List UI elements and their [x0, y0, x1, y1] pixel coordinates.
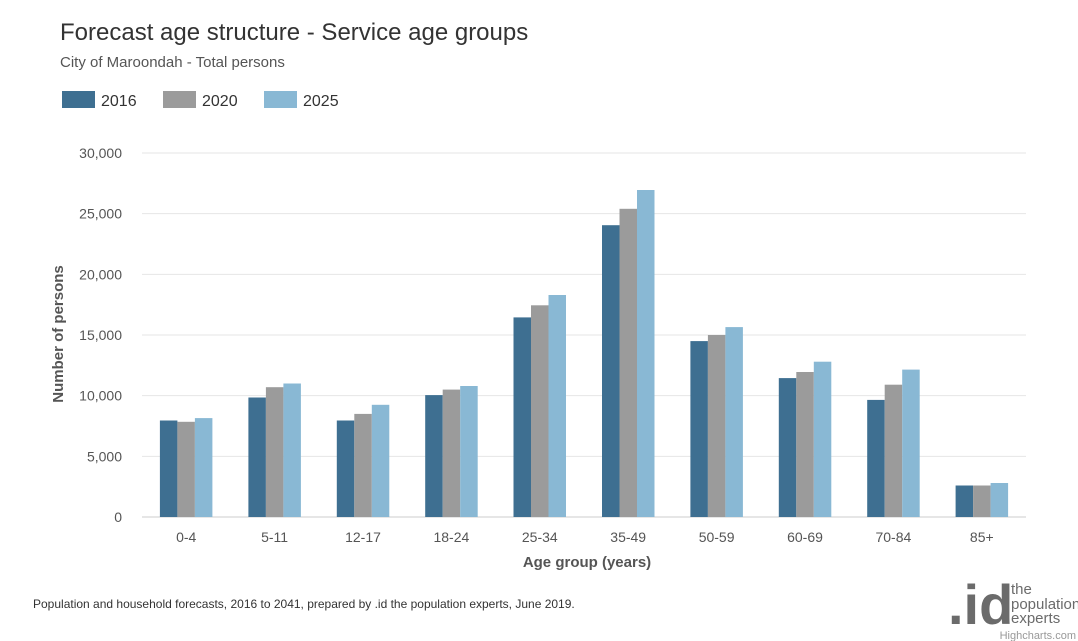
bar-2020-5-11[interactable] — [265, 387, 284, 517]
bar-2020-50-59[interactable] — [707, 335, 726, 517]
bars — [159, 190, 1009, 518]
y-tick-label: 15,000 — [79, 327, 122, 343]
highcharts-credits[interactable]: Highcharts.com — [1000, 630, 1076, 641]
logo-mark: .id — [948, 573, 1013, 636]
legend: 2016 2020 2025 — [62, 91, 339, 110]
bar-2016-60-69[interactable] — [778, 378, 797, 517]
bar-2025-70-84[interactable] — [902, 369, 920, 517]
bar-2020-35-49[interactable] — [619, 208, 638, 518]
x-axis-title: Age group (years) — [523, 554, 651, 571]
chart-subtitle: City of Maroondah - Total persons — [60, 54, 285, 71]
id-logo: .id the population experts — [948, 573, 1078, 636]
x-tick-label: 12-17 — [345, 529, 381, 545]
y-tick-label: 25,000 — [79, 206, 122, 222]
bar-2020-85+[interactable] — [973, 485, 991, 518]
legend-item-2025[interactable]: 2025 — [264, 91, 339, 110]
bar-2020-0-4[interactable] — [177, 421, 195, 517]
bar-2016-25-34[interactable] — [513, 317, 532, 517]
x-tick-label: 5-11 — [261, 529, 288, 545]
bar-2025-85+[interactable] — [990, 483, 1009, 517]
bar-2020-12-17[interactable] — [354, 413, 372, 517]
legend-label-2025: 2025 — [303, 93, 339, 110]
x-axis-ticks: 0-4 5-11 12-17 18-24 25-34 35-49 50-59 60-69 70-… — [176, 529, 994, 545]
bar-2025-60-69[interactable] — [813, 361, 832, 517]
x-tick-label: 60-69 — [787, 529, 823, 545]
y-tick-label: 20,000 — [79, 266, 122, 282]
source-note: Population and household forecasts, 2016… — [33, 597, 575, 611]
bar-2016-70-84[interactable] — [867, 399, 885, 517]
bar-2020-60-69[interactable] — [796, 372, 814, 517]
bar-2025-50-59[interactable] — [725, 327, 743, 517]
logo-line-3: experts — [1011, 610, 1060, 627]
logo-line-1: the — [1011, 581, 1032, 598]
y-axis-ticks: 0 5,000 10,000 15,000 20,000 25,000 30,000 — [79, 145, 122, 525]
bar-2016-85+[interactable] — [955, 485, 974, 518]
bar-2016-5-11[interactable] — [248, 397, 266, 518]
bar-2016-18-24[interactable] — [425, 395, 443, 517]
bar-2016-12-17[interactable] — [336, 420, 355, 518]
bar-2025-35-49[interactable] — [637, 190, 655, 517]
legend-swatch-2016 — [62, 91, 95, 108]
x-tick-label: 25-34 — [522, 529, 558, 545]
bar-2016-0-4[interactable] — [159, 420, 178, 518]
x-tick-label: 50-59 — [699, 529, 735, 545]
bar-2025-18-24[interactable] — [460, 386, 478, 517]
x-tick-label: 35-49 — [610, 529, 646, 545]
y-tick-label: 0 — [114, 509, 122, 525]
bar-2020-18-24[interactable] — [442, 389, 461, 517]
chart-title: Forecast age structure - Service age gro… — [60, 19, 528, 46]
x-tick-label: 70-84 — [875, 529, 911, 545]
x-tick-label: 85+ — [970, 529, 994, 545]
bar-2020-70-84[interactable] — [884, 384, 903, 517]
x-tick-label: 18-24 — [433, 529, 469, 545]
bar-2025-0-4[interactable] — [194, 418, 213, 517]
legend-swatch-2025 — [264, 91, 297, 108]
bar-2016-50-59[interactable] — [690, 341, 708, 517]
x-tick-label: 0-4 — [176, 529, 196, 545]
y-tick-label: 10,000 — [79, 388, 122, 404]
bar-2025-25-34[interactable] — [548, 295, 567, 517]
bar-2020-25-34[interactable] — [531, 305, 549, 517]
bar-2025-5-11[interactable] — [283, 383, 301, 518]
legend-label-2020: 2020 — [202, 93, 238, 110]
y-tick-label: 30,000 — [79, 145, 122, 161]
legend-item-2020[interactable]: 2020 — [163, 91, 238, 110]
legend-item-2016[interactable]: 2016 — [62, 91, 137, 110]
bar-2016-35-49[interactable] — [602, 225, 620, 517]
y-axis-title: Number of persons — [50, 265, 67, 403]
legend-swatch-2020 — [163, 91, 196, 108]
bar-2025-12-17[interactable] — [371, 404, 390, 517]
y-tick-label: 5,000 — [87, 448, 122, 464]
logo-line-2: population — [1011, 596, 1078, 613]
legend-label-2016: 2016 — [101, 93, 137, 110]
